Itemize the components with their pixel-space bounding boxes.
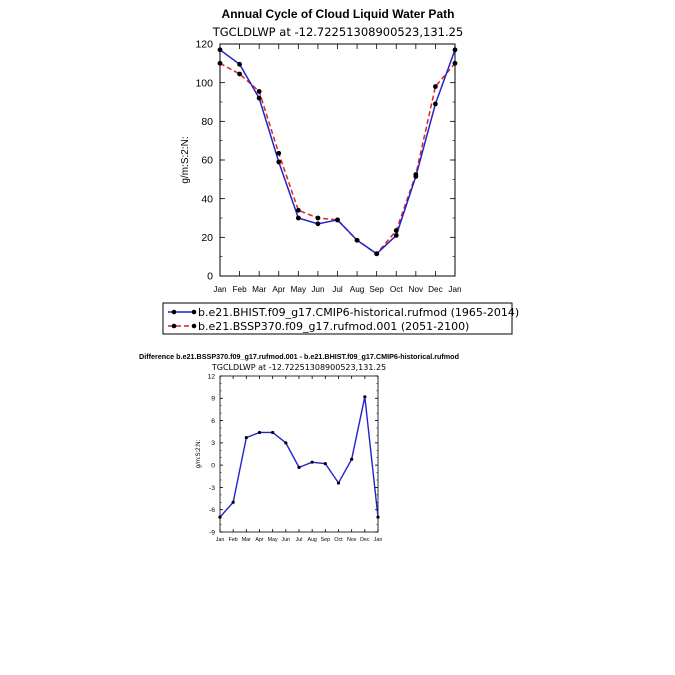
data-point [237,71,242,77]
x-tick-label: May [291,285,307,294]
legend-marker-ssp370 [191,323,197,329]
x-tick-label: Dec [360,537,370,543]
y-tick-label: 80 [201,116,213,128]
data-point [297,465,301,469]
data-point [295,207,301,213]
data-point [217,47,223,53]
x-tick-label: Oct [334,537,343,543]
data-point [237,61,242,67]
legend-box [162,302,513,335]
x-tick-label: Jun [282,537,291,543]
y-tick-label: 9 [211,396,215,403]
y-tick-label: 40 [201,193,213,205]
x-tick-label: Jul [332,285,343,294]
series-line-1 [219,49,456,255]
data-point [231,500,235,504]
data-point [284,441,288,445]
x-tick-label: Jan [216,537,225,543]
legend-marker-historical [191,309,197,315]
x-tick-label: Apr [272,285,285,294]
y-tick-label: 20 [201,232,213,244]
data-point [257,430,262,435]
x-tick-label: Sep [369,285,384,294]
data-point [350,457,354,461]
panel-difference: Difference b.e21.BSSP370.f09_g17.rufmod.… [139,352,459,543]
data-point [315,221,321,227]
y-tick-label: -9 [209,529,215,536]
y-tick-label: 0 [211,463,215,470]
x-tick-label: Jul [296,537,303,543]
diff-title: Difference b.e21.BSSP370.f09_g17.rufmod.… [139,352,459,361]
x-tick-label: Feb [229,537,238,543]
data-point [335,217,340,223]
data-point [244,436,248,440]
x-tick-label: May [268,537,278,543]
data-point [276,159,282,165]
data-point [433,84,438,89]
diff-axis-ticks: Jan Feb Mar Apr May Jun Jul Aug Sep Oct Nov Dec Jan-… [207,373,382,543]
y-tick-label: 3 [211,440,215,447]
x-tick-label: Nov [347,537,357,543]
panel-annual-cycle: Annual Cycle of Cloud Liquid Water Path … [162,7,519,335]
data-point [433,101,438,107]
x-tick-label: Mar [242,537,251,543]
y-tick-label: 120 [195,39,213,51]
data-point [271,430,275,435]
y-tick-label: 12 [207,373,215,380]
legend: b.e21.BHIST.f09_g17.CMIP6-historical.ruf… [162,302,519,335]
data-point [336,481,341,485]
data-point [393,233,399,238]
y-tick-label: -3 [209,485,215,492]
x-tick-label: Dec [428,285,443,294]
diff-subtitle: TGCLDLWP at -12.72251308900523,131.25 [211,363,386,372]
x-tick-label: Apr [255,537,263,543]
data-point [310,460,314,464]
data-point [315,215,321,221]
diff-series-lines [219,396,379,518]
data-point [413,172,419,177]
x-tick-label: Oct [390,285,403,294]
data-point [323,462,327,466]
data-point [374,251,380,257]
data-point [256,88,262,94]
x-tick-label: Sep [321,537,330,543]
series-lines [219,49,456,255]
data-point [363,395,367,399]
y-tick-label: 60 [201,155,213,167]
data-point [393,228,399,233]
legend-marker-historical [171,309,177,315]
legend-marker-ssp370 [171,323,177,329]
y-tick-label: -6 [209,507,215,514]
legend-label-historical: b.e21.BHIST.f09_g17.CMIP6-historical.ruf… [198,306,519,319]
data-point [276,150,282,156]
x-tick-label: Aug [350,285,365,294]
y-tick-label: 6 [211,418,215,425]
diff-y-axis-label: g/m:S:2:N: [196,439,202,468]
x-tick-label: Jan [213,285,227,294]
data-point [256,95,262,101]
x-tick-label: Aug [307,537,316,543]
data-point [354,237,360,243]
y-tick-label: 100 [195,77,213,89]
x-tick-label: Feb [233,285,248,294]
chart-title: Annual Cycle of Cloud Liquid Water Path [222,7,455,21]
y-tick-label: 0 [207,271,213,283]
series-markers [217,47,458,257]
x-tick-label: Jun [311,285,325,294]
legend-label-ssp370: b.e21.BSSP370.f09_g17.rufmod.001 (2051-2… [198,320,469,333]
data-point [295,215,301,221]
chart-subtitle: TGCLDLWP at -12.72251308900523,131.25 [212,25,464,39]
x-tick-label: Jan [374,537,383,543]
data-point [452,47,458,53]
series-line-1 [219,396,379,518]
y-axis-label: g/m:S:2:N: [180,136,191,183]
x-tick-label: Mar [252,285,266,294]
x-tick-label: Jan [448,285,462,294]
x-tick-label: Nov [409,285,424,294]
axis-ticks: Jan Feb Mar Apr May Jun Jul Aug Sep Oct Nov Dec Jan0… [195,39,462,294]
